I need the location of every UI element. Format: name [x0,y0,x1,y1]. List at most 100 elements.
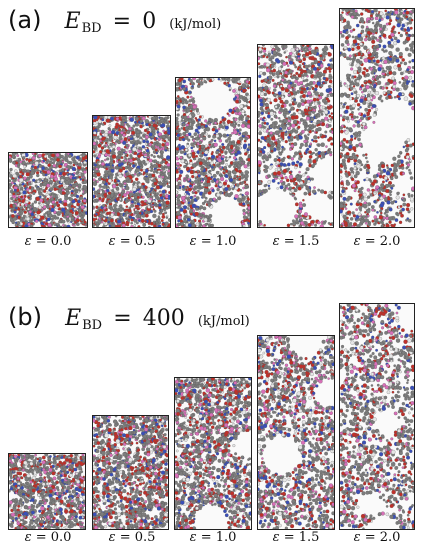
atom [12,192,16,196]
atom [78,175,82,179]
atom [140,218,145,223]
atom [323,51,328,56]
atom [288,133,292,137]
atom [272,171,278,176]
atom [194,191,198,195]
atom [195,155,198,158]
atom [123,179,127,183]
atom [289,148,292,151]
atom [219,176,225,182]
atom [292,221,297,226]
atom [104,170,109,175]
atom [83,180,87,184]
atom [148,167,152,171]
atom [244,170,249,175]
atom [319,92,324,97]
atom [279,84,283,88]
atom [145,148,150,153]
atom [60,154,64,159]
atom [79,178,82,181]
atom [44,187,48,191]
atom [35,171,40,175]
atom [199,185,202,188]
atom [48,155,52,159]
atom [283,188,287,192]
atom [108,133,113,137]
atom [304,49,307,53]
atom [79,155,83,158]
atom [150,153,154,157]
atom [52,161,56,165]
atom [276,75,280,79]
atom [299,117,304,122]
atom [159,193,163,197]
atom [155,137,158,140]
atom [236,183,240,187]
atom [237,80,241,84]
atom [176,200,181,205]
atom [263,65,267,69]
atom [309,177,313,181]
atom [11,220,15,225]
atom [317,66,321,70]
atom [204,223,208,227]
atom [392,71,397,76]
atom [328,148,332,151]
atom [42,159,46,163]
atom [264,78,268,82]
atom [144,199,148,203]
atom [9,192,12,197]
atom [269,125,273,129]
atom [266,114,271,119]
ebd-equals: = [112,9,132,34]
atom [115,183,119,187]
atom [161,123,166,128]
atom [84,155,87,160]
atom [132,124,136,128]
atom [43,198,47,202]
atom [30,166,34,170]
atom [232,89,236,93]
atom [280,65,284,69]
atom [161,175,165,179]
atom [139,193,143,197]
atom [287,93,291,97]
atom [168,190,170,195]
atom [258,127,262,132]
atom [277,167,281,172]
atom [178,176,181,180]
atom [301,47,305,52]
atom [301,214,305,218]
atom [219,78,223,82]
atom [150,162,153,166]
atom [268,80,272,84]
atom [190,180,194,184]
atom [305,116,311,121]
atom [162,129,165,133]
atom [229,177,234,183]
atom [309,142,312,145]
atom [191,113,196,118]
atom [63,202,68,207]
atom [187,187,192,192]
atom [229,191,234,196]
atom [111,223,116,227]
atom [260,91,265,96]
atom [226,112,230,116]
atom [267,154,271,159]
atom [178,143,181,147]
atom [243,164,248,169]
atom [108,224,112,227]
atom [200,167,204,172]
atom [319,83,324,88]
atom [283,45,288,49]
atom [204,119,208,123]
atom [244,177,248,182]
atom [163,181,168,185]
atom [137,116,141,118]
atom [167,175,170,178]
atom [290,75,295,80]
atom [97,125,101,128]
atom [222,145,226,150]
atom [56,157,60,162]
